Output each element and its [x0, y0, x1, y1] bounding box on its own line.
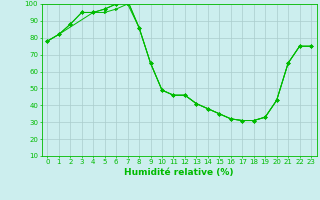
X-axis label: Humidité relative (%): Humidité relative (%): [124, 168, 234, 177]
